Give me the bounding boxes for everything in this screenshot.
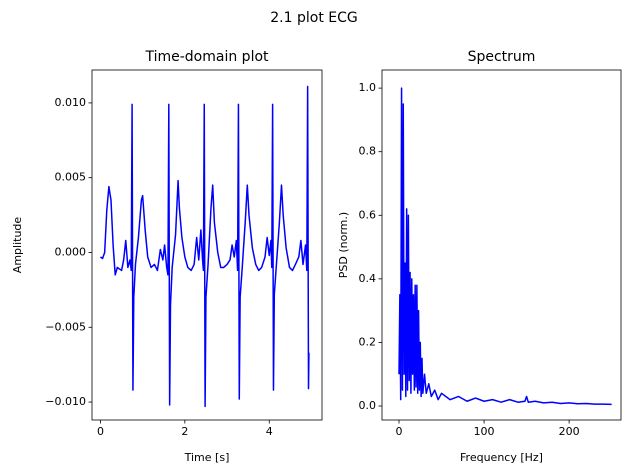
x-tick-label: 0 — [97, 425, 104, 438]
x-axis-label: Frequency [Hz] — [460, 451, 543, 464]
y-tick-label: 0.010 — [55, 96, 87, 109]
y-tick-label: 0.0 — [359, 399, 377, 412]
y-tick-label: 0.000 — [55, 245, 87, 258]
axes-title: Spectrum — [468, 49, 536, 65]
x-tick-label: 200 — [559, 425, 580, 438]
y-tick-label: 0.6 — [359, 208, 377, 221]
data-line — [100, 85, 310, 408]
y-tick-label: 0.4 — [359, 272, 377, 285]
y-axis-label: PSD (norm.) — [337, 212, 350, 278]
y-tick-label: 0.8 — [359, 145, 377, 158]
y-tick-label: 1.0 — [359, 81, 377, 94]
data-line — [398, 87, 612, 406]
y-axis-label: Amplitude — [11, 217, 24, 274]
axes-frame — [91, 69, 323, 421]
y-tick-label: −0.005 — [45, 320, 86, 333]
x-tick-label: 2 — [181, 425, 188, 438]
y-tick-label: −0.010 — [45, 395, 86, 408]
x-tick-label: 4 — [266, 425, 273, 438]
x-axis-label: Time [s] — [184, 451, 230, 464]
axes-frame — [381, 69, 622, 421]
axes-title: Time-domain plot — [144, 49, 269, 65]
suptitle: 2.1 plot ECG — [270, 10, 357, 26]
y-tick-label: 0.2 — [359, 335, 377, 348]
x-tick-label: 100 — [474, 425, 495, 438]
y-tick-label: 0.005 — [55, 171, 87, 184]
x-tick-label: 0 — [396, 425, 403, 438]
